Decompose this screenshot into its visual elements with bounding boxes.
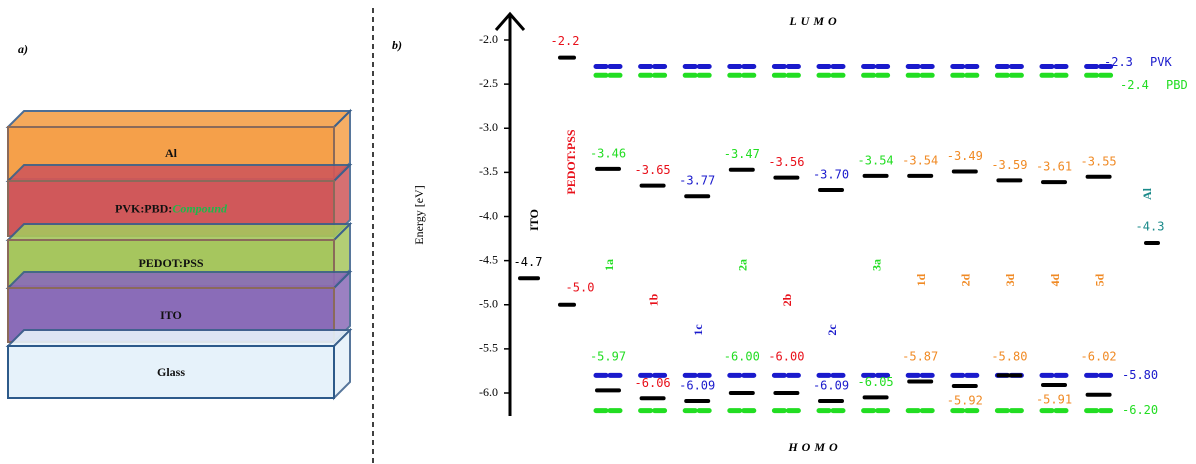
level-label: -2.3 bbox=[1104, 55, 1133, 69]
level-label: -3.55 bbox=[1081, 154, 1117, 168]
level-label: -3.59 bbox=[991, 158, 1027, 172]
layer-top bbox=[5, 223, 353, 241]
level-label: -4.3 bbox=[1136, 219, 1165, 233]
material-label: 5d bbox=[1092, 273, 1106, 286]
material-label: 2b bbox=[780, 293, 794, 306]
material-label: 1b bbox=[646, 293, 660, 306]
level-label: -3.70 bbox=[813, 168, 849, 182]
level-label: -5.91 bbox=[1036, 393, 1072, 407]
layer bbox=[7, 345, 335, 399]
material-label: ITO bbox=[527, 209, 541, 231]
layer-top bbox=[5, 164, 353, 182]
level-label: -6.00 bbox=[724, 350, 760, 364]
layer-name: PEDOT:PSS bbox=[138, 256, 203, 270]
homo-label: HOMO bbox=[787, 440, 841, 454]
level-label: -3.77 bbox=[679, 174, 715, 188]
panel-a-label: a) bbox=[18, 42, 28, 56]
level-label: -6.06 bbox=[635, 376, 671, 390]
level-label: -5.80 bbox=[1122, 368, 1158, 382]
lumo-label: LUMO bbox=[788, 14, 840, 28]
level-label: -6.09 bbox=[813, 378, 849, 392]
level-label: -6.05 bbox=[858, 375, 894, 389]
level-label: -3.65 bbox=[635, 163, 671, 177]
level-label: -3.56 bbox=[768, 155, 804, 169]
y-tick-label: -5.0 bbox=[479, 297, 498, 311]
material-label: 2a bbox=[736, 259, 750, 271]
level-label: -5.92 bbox=[947, 393, 983, 407]
material-label: 2d bbox=[959, 273, 973, 286]
layer-label: Glass bbox=[157, 365, 185, 379]
material-label: 1c bbox=[691, 324, 705, 336]
level-label: -3.47 bbox=[724, 147, 760, 161]
material-label: Al bbox=[1140, 187, 1154, 200]
level-label: -3.54 bbox=[858, 153, 894, 167]
axis-arrow bbox=[494, 11, 526, 31]
level-label: -5.80 bbox=[991, 350, 1027, 364]
panel-b-label: b) bbox=[392, 38, 402, 52]
layer-label: Al bbox=[165, 146, 178, 160]
level-label: -2.2 bbox=[551, 34, 580, 48]
y-tick-label: -2.0 bbox=[479, 32, 498, 46]
y-tick-label: -3.5 bbox=[479, 164, 498, 178]
layer-name: Glass bbox=[157, 365, 185, 379]
level-label: -2.4 bbox=[1120, 78, 1149, 92]
host-name: PBD bbox=[1166, 78, 1188, 92]
layer-extra: Compound bbox=[172, 201, 228, 215]
y-tick-label: -6.0 bbox=[479, 385, 498, 399]
material-label: 4d bbox=[1048, 273, 1062, 286]
layer-label: ITO bbox=[160, 308, 182, 322]
level-label: -5.0 bbox=[566, 280, 595, 294]
layer-top bbox=[5, 271, 353, 289]
y-tick-label: -3.0 bbox=[479, 120, 498, 134]
layer-name: ITO bbox=[160, 308, 182, 322]
axis-label: Energy [eV] bbox=[412, 185, 426, 244]
material-label: 1a bbox=[602, 259, 616, 271]
material-label: 3d bbox=[1003, 273, 1017, 286]
material-label: 1d bbox=[914, 273, 928, 286]
level-label: -6.02 bbox=[1081, 350, 1117, 364]
layer-top bbox=[5, 329, 353, 347]
material-label: 2c bbox=[825, 324, 839, 336]
level-label: -6.20 bbox=[1122, 403, 1158, 417]
material-label: 3a bbox=[869, 259, 883, 271]
y-tick-label: -5.5 bbox=[479, 341, 498, 355]
level-label: -3.46 bbox=[590, 146, 626, 160]
layer-label: PVK:PBD:Compound bbox=[115, 201, 228, 215]
layer-top bbox=[5, 110, 353, 128]
level-label: -3.49 bbox=[947, 149, 983, 163]
layer-name: Al bbox=[165, 146, 178, 160]
level-label: -6.09 bbox=[679, 378, 715, 392]
y-tick-label: -4.5 bbox=[479, 252, 498, 266]
level-label: -3.61 bbox=[1036, 160, 1072, 174]
level-label: -3.54 bbox=[902, 153, 938, 167]
material-label: PEDOT:PSS bbox=[564, 129, 578, 194]
y-tick-label: -2.5 bbox=[479, 76, 498, 90]
layer-label: PEDOT:PSS bbox=[138, 256, 203, 270]
level-label: -5.97 bbox=[590, 350, 626, 364]
host-name: PVK bbox=[1150, 55, 1172, 69]
y-tick-label: -4.0 bbox=[479, 208, 498, 222]
level-label: -6.00 bbox=[768, 350, 804, 364]
level-label: -4.7 bbox=[514, 255, 543, 269]
layer-name: PVK:PBD: bbox=[115, 201, 172, 215]
level-label: -5.87 bbox=[902, 350, 938, 364]
